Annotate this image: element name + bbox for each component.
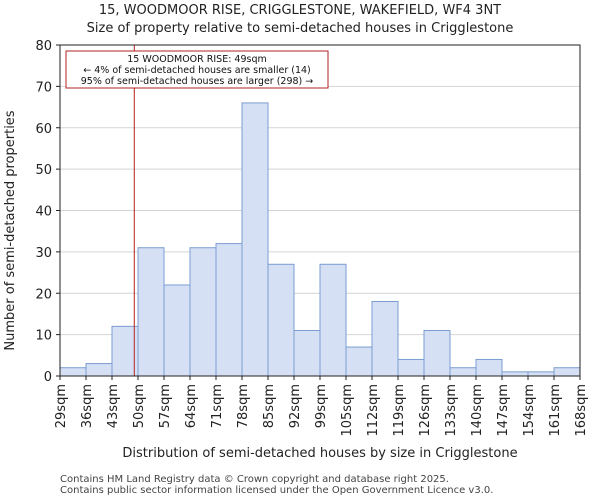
annotation-box xyxy=(65,50,329,89)
y-tick-label: 80 xyxy=(35,39,52,54)
footer-licence: Contains public sector information licen… xyxy=(60,485,494,496)
x-tick-label: 36sqm xyxy=(80,384,95,428)
bar xyxy=(267,263,295,377)
x-tick-label: 133sqm xyxy=(444,384,459,437)
y-tick-label: 60 xyxy=(35,122,52,137)
y-axis-label: Number of semi-detached properties xyxy=(3,110,18,350)
bar xyxy=(501,371,529,377)
bar xyxy=(215,243,243,377)
marker-annotation: 15 WOODMOOR RISE: 49sqm← 4% of semi-deta… xyxy=(65,50,329,89)
x-tick-label: 112sqm xyxy=(366,384,381,437)
x-tick-label: 92sqm xyxy=(288,384,303,428)
x-tick-label: 140sqm xyxy=(470,384,485,437)
bar xyxy=(553,367,581,377)
x-tick-label: 78sqm xyxy=(236,384,251,428)
annotation-line: ← 4% of semi-detached houses are smaller… xyxy=(83,65,311,76)
x-tick-label: 154sqm xyxy=(522,384,537,437)
y-tick-label: 10 xyxy=(35,329,52,344)
bars xyxy=(59,102,581,377)
x-axis-label: Distribution of semi-detached houses by … xyxy=(122,446,517,461)
bar xyxy=(423,329,451,377)
y-tick-label: 20 xyxy=(35,287,52,302)
annotation-line: 15 WOODMOOR RISE: 49sqm xyxy=(127,54,267,65)
x-tick-label: 147sqm xyxy=(496,384,511,437)
x-tick-label: 50sqm xyxy=(132,384,147,428)
x-tick-label: 85sqm xyxy=(262,384,277,428)
bar xyxy=(475,358,503,377)
x-tick-label: 161sqm xyxy=(548,384,563,437)
y-tick-label: 50 xyxy=(35,163,52,178)
bar xyxy=(59,367,87,377)
x-tick-label: 126sqm xyxy=(418,384,433,437)
annotation-line: 95% of semi-detached houses are larger (… xyxy=(81,76,314,87)
y-tick-label: 30 xyxy=(35,246,52,261)
bar xyxy=(319,263,347,377)
x-axis-ticks: 29sqm 36sqm 43sqm 50sqm 57sqm 64sqm 71sqm 78sqm… xyxy=(54,376,589,437)
bar xyxy=(189,247,217,377)
bar xyxy=(163,284,191,377)
bar xyxy=(371,301,399,377)
x-tick-label: 64sqm xyxy=(184,384,199,428)
x-tick-label: 71sqm xyxy=(210,384,225,428)
y-tick-label: 40 xyxy=(35,205,52,220)
bar xyxy=(137,247,165,377)
y-axis-ticks: 0 10 20 30 40 50 60 70 80 xyxy=(35,39,60,385)
bar xyxy=(449,367,477,377)
x-tick-label: 119sqm xyxy=(392,384,407,437)
bar xyxy=(397,358,425,377)
bar xyxy=(527,371,555,377)
x-tick-label: 43sqm xyxy=(106,384,121,428)
x-tick-label: 99sqm xyxy=(314,384,329,428)
footer-copyright: Contains HM Land Registry data © Crown c… xyxy=(60,474,449,485)
chart-title-line2: Size of property relative to semi-detach… xyxy=(86,21,514,36)
y-tick-label: 0 xyxy=(44,370,52,385)
bar xyxy=(85,363,113,377)
x-tick-label: 105sqm xyxy=(340,384,355,437)
y-tick-label: 70 xyxy=(35,80,52,95)
chart-title-line1: 15, WOODMOOR RISE, CRIGGLESTONE, WAKEFIE… xyxy=(98,3,502,18)
x-tick-label: 29sqm xyxy=(54,384,69,428)
x-tick-label: 168sqm xyxy=(574,384,589,437)
bar xyxy=(293,329,321,377)
bar xyxy=(241,102,269,377)
x-tick-label: 57sqm xyxy=(158,384,173,428)
bar xyxy=(345,346,373,377)
